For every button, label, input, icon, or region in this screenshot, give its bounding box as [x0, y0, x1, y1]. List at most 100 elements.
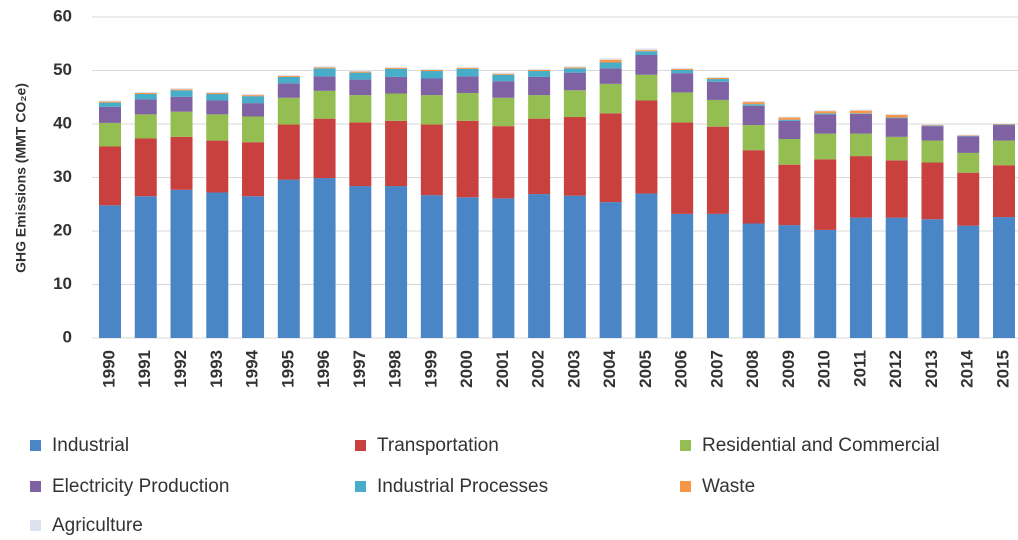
x-tick-label: 2004 [600, 349, 619, 387]
y-axis-label: GHG Emissions (MMT CO₂e) [13, 83, 29, 273]
bar-segment [563, 90, 586, 118]
legend-label: Industrial [52, 435, 129, 456]
bar-segment [456, 66, 479, 68]
bar-segment [206, 94, 229, 101]
x-tick-label: 2014 [958, 349, 977, 387]
bar-segment [778, 138, 801, 165]
bar-segment [349, 79, 372, 96]
bar-segment [993, 124, 1015, 125]
bar-segment [134, 94, 157, 100]
bar-segment [742, 100, 765, 103]
bar-segment [456, 92, 479, 121]
bar-segment [599, 59, 622, 63]
bar-segment [456, 68, 479, 77]
bar-segment [492, 73, 515, 75]
bar-segment [706, 76, 729, 78]
bar-segment [528, 76, 551, 96]
bar-segment [492, 97, 515, 127]
bar-segment [921, 219, 944, 338]
bar-segment [993, 140, 1015, 166]
bar-segment [349, 71, 372, 73]
bar-segment [170, 88, 193, 90]
bar-segment [242, 96, 265, 104]
bar-segment [134, 91, 157, 93]
bar-segment [742, 104, 765, 106]
bar-segment [456, 197, 479, 338]
bar-segment [528, 194, 551, 338]
bar-segment [528, 118, 551, 195]
bar-segment [671, 213, 694, 338]
bar-segment [706, 81, 729, 100]
legend-swatch [355, 440, 366, 451]
bar-segment [599, 58, 622, 60]
bar-segment [242, 94, 265, 96]
bar-segment [170, 136, 193, 190]
bar-segment [563, 117, 586, 196]
bar-segment [242, 196, 265, 338]
bar-segment [528, 95, 551, 119]
bar-segment [99, 101, 121, 103]
bar-segment [706, 79, 729, 82]
bar-segment [313, 68, 336, 77]
bar-segment [313, 76, 336, 91]
legend-swatch [680, 440, 691, 451]
bar-segment [671, 69, 694, 74]
bar-segment [313, 67, 336, 69]
bar-segment [814, 159, 837, 230]
bar-segment [957, 172, 980, 226]
bar-segment [778, 164, 801, 226]
bar-segment [456, 67, 479, 69]
x-tick-label: 2006 [672, 350, 691, 388]
bar-segment [420, 68, 443, 70]
legend-swatch [30, 481, 41, 492]
legend-label: Industrial Processes [377, 476, 548, 497]
bar-segment [385, 67, 408, 69]
bar-segment [563, 67, 586, 69]
legend-swatch [30, 440, 41, 451]
bar-segment [349, 72, 372, 80]
bar-segment [957, 152, 980, 173]
bar-segment [492, 126, 515, 199]
x-tick-label: 1998 [386, 350, 405, 388]
x-tick-label: 2003 [564, 350, 583, 388]
bar-segment [349, 186, 372, 338]
x-tick-label: 1994 [243, 349, 262, 387]
legend-swatch [355, 481, 366, 492]
bar-segment [742, 150, 765, 224]
bar-segment [277, 74, 300, 76]
y-tick-label: 30 [53, 167, 72, 186]
bar-segment [993, 124, 1015, 126]
legend-label: Waste [702, 476, 755, 497]
bar-segment [277, 83, 300, 98]
bar-segment [671, 122, 694, 214]
bar-segment [742, 102, 765, 105]
bar-segment [849, 109, 872, 111]
bar-segment [420, 195, 443, 338]
bar-segment [528, 71, 551, 77]
bar-segment [957, 225, 980, 338]
bar-segment [134, 196, 157, 338]
bar-segment [885, 136, 908, 161]
bar-segment [206, 114, 229, 141]
bar-segment [706, 213, 729, 338]
legend-label: Residential and Commercial [702, 435, 940, 456]
bar-segment [206, 140, 229, 193]
bar-segment [170, 89, 193, 91]
bar-segment [814, 111, 837, 114]
bar-segment [957, 134, 980, 136]
x-tick-label: 2007 [707, 350, 726, 388]
bar-segment [420, 95, 443, 125]
bar-segment [599, 202, 622, 338]
bar-segment [349, 95, 372, 123]
x-tick-label: 2001 [493, 350, 512, 388]
bar-segment [885, 118, 908, 137]
legend-label: Transportation [377, 435, 499, 456]
bar-segment [242, 103, 265, 117]
bar-segment [671, 92, 694, 123]
bar-segment [349, 122, 372, 187]
bar-segment [492, 72, 515, 74]
x-tick-label: 1997 [350, 350, 369, 388]
bar-segment [814, 114, 837, 134]
bar-segment [277, 97, 300, 125]
